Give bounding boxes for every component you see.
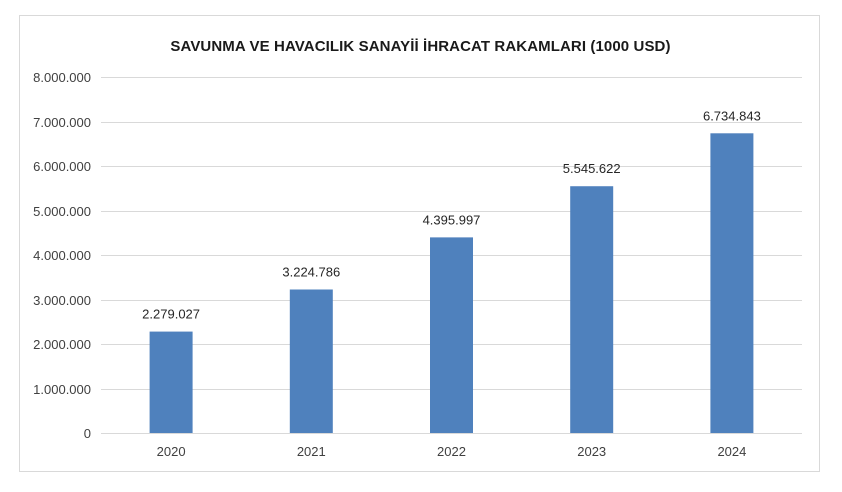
- y-tick-label: 3.000.000: [33, 293, 91, 308]
- data-label-2022: 4.395.997: [423, 212, 481, 227]
- data-labels: 2.279.027 3.224.786 4.395.997 5.545.622 6.73…: [142, 108, 761, 321]
- data-label-2023: 5.545.622: [563, 161, 621, 176]
- y-axis-ticks: 0 1.000.000 2.000.000 3.000.000 4.000.000 5.0…: [33, 70, 91, 441]
- bars: [149, 133, 754, 433]
- bar-2020: [149, 331, 193, 433]
- y-tick-label: 5.000.000: [33, 204, 91, 219]
- x-tick-label: 2020: [157, 444, 186, 459]
- bar-chart-plot: 0 1.000.000 2.000.000 3.000.000 4.000.000 5.0…: [33, 70, 802, 459]
- bar-2021: [289, 289, 333, 433]
- data-label-2024: 6.734.843: [703, 108, 761, 123]
- chart-title: SAVUNMA VE HAVACILIK SANAYİİ İHRACAT RAK…: [170, 38, 671, 55]
- y-tick-label: 8.000.000: [33, 70, 91, 85]
- y-tick-label: 2.000.000: [33, 337, 91, 352]
- bar-2023: [570, 186, 614, 433]
- y-tick-label: 7.000.000: [33, 115, 91, 130]
- x-axis-ticks: 2020 2021 2022 2023 2024: [157, 444, 747, 459]
- y-tick-label: 1.000.000: [33, 382, 91, 397]
- bar-2022: [430, 237, 473, 433]
- y-tick-label: 0: [84, 426, 91, 441]
- x-tick-label: 2023: [577, 444, 606, 459]
- y-tick-label: 6.000.000: [33, 159, 91, 174]
- x-tick-label: 2024: [717, 444, 746, 459]
- y-tick-label: 4.000.000: [33, 248, 91, 263]
- bar-2024: [710, 133, 754, 433]
- x-tick-label: 2022: [437, 444, 466, 459]
- data-label-2021: 3.224.786: [282, 264, 340, 279]
- x-tick-label: 2021: [297, 444, 326, 459]
- data-label-2020: 2.279.027: [142, 307, 200, 322]
- chart-frame: SAVUNMA VE HAVACILIK SANAYİİ İHRACAT RAK…: [19, 15, 820, 472]
